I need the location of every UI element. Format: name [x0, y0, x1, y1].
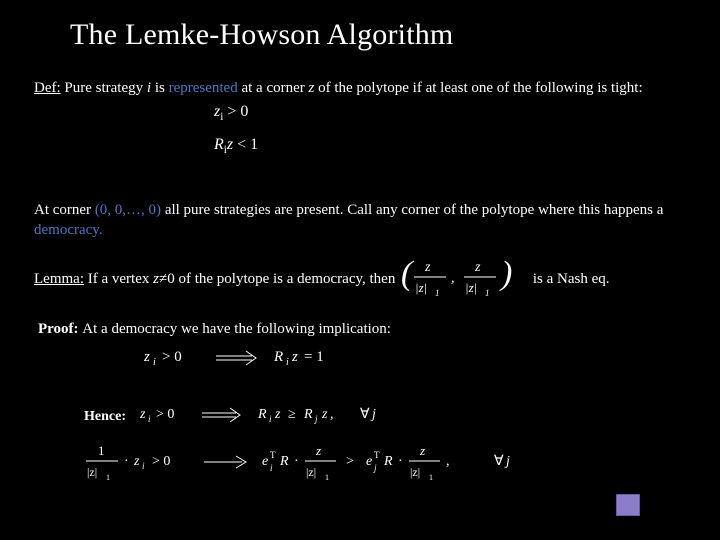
svg-text:1: 1: [435, 288, 440, 298]
svg-text:i: i: [286, 357, 289, 368]
svg-text:,: ,: [330, 407, 334, 422]
svg-text:>: >: [346, 454, 354, 469]
t2-R: R: [214, 136, 224, 153]
proof-text: At a democracy we have the following imp…: [82, 321, 391, 337]
lemma-neq: ≠0: [159, 271, 175, 287]
proof-impl-svg: z i > 0 R i z = 1: [144, 344, 424, 370]
svg-text:z: z: [424, 260, 431, 275]
svg-text:> 0: > 0: [152, 454, 170, 469]
svg-text:z: z: [291, 349, 298, 365]
p-mid: all pure strategies are present. Call an…: [161, 202, 663, 218]
svg-text:i: i: [142, 461, 145, 471]
proof-implication: z i > 0 R i z = 1: [144, 344, 686, 375]
svg-text:≥: ≥: [288, 407, 296, 422]
qed-box: [616, 494, 640, 516]
svg-text:R: R: [257, 407, 267, 422]
def-t2: is: [151, 80, 169, 96]
definition-line: Def: Pure strategy i is represented at a…: [34, 78, 686, 98]
p-at: At corner: [34, 202, 95, 218]
svg-text:j: j: [504, 454, 510, 469]
svg-text:|z|: |z|: [87, 465, 97, 479]
def-t3: at a corner: [238, 80, 309, 96]
svg-text:|z|: |z|: [465, 280, 477, 295]
lemma-t1: If a vertex: [84, 271, 153, 287]
svg-text:∀: ∀: [360, 407, 370, 422]
def-t4: of the polytope if at least one of the f…: [314, 80, 642, 96]
svg-text:1: 1: [429, 473, 433, 482]
svg-text:·: ·: [398, 454, 403, 469]
p-democracy: democracy: [34, 222, 99, 238]
hence1-svg: z i > 0 R i z ≥ R j z , ∀ j: [140, 401, 470, 427]
svg-text:i: i: [270, 463, 273, 473]
svg-text:·: ·: [294, 454, 299, 469]
svg-text:> 0: > 0: [156, 407, 174, 422]
t1-gt0: > 0: [223, 103, 248, 120]
svg-text:z: z: [274, 407, 281, 422]
svg-text:R: R: [303, 407, 313, 422]
svg-text:z: z: [133, 454, 140, 469]
lemma-t3: is a Nash eq.: [529, 271, 609, 288]
svg-text:= 1: = 1: [304, 349, 324, 365]
svg-text:z: z: [474, 260, 481, 275]
svg-text:1: 1: [106, 473, 110, 482]
svg-text:R: R: [279, 454, 289, 469]
svg-text:(: (: [401, 255, 415, 292]
svg-text:z: z: [419, 443, 425, 458]
tight-conditions: zi > 0 Riz < 1: [214, 102, 686, 158]
svg-text:|z|: |z|: [410, 465, 420, 479]
hence-row2: 1 |z| 1 · z i > 0 e T i R · z |z| 1 > e …: [84, 438, 686, 491]
svg-text:R: R: [383, 454, 393, 469]
hence-label: Hence:: [84, 409, 126, 424]
def-t1: Pure strategy: [61, 80, 147, 96]
svg-text:|z|: |z|: [415, 280, 427, 295]
svg-text:R: R: [273, 349, 283, 365]
svg-text:> 0: > 0: [162, 349, 182, 365]
svg-text:1: 1: [325, 473, 329, 482]
p-dot: .: [99, 222, 103, 238]
svg-text:,: ,: [451, 271, 455, 286]
lemma-pair: ( z |z| 1 , z |z| 1 ): [399, 254, 521, 305]
pair-svg: ( z |z| 1 , z |z| 1 ): [399, 254, 521, 300]
lemma-label: Lemma:: [34, 271, 84, 287]
proof-label: Proof:: [38, 321, 82, 337]
svg-text:T: T: [270, 450, 276, 460]
svg-text:·: ·: [124, 454, 129, 469]
hence-row: Hence: z i > 0 R i z ≥ R j z , ∀ j: [84, 401, 686, 432]
svg-text:i: i: [148, 414, 151, 424]
svg-text:i: i: [153, 357, 156, 368]
p-origin: (0, 0,…, 0): [95, 202, 161, 218]
def-represented: represented: [169, 80, 238, 96]
svg-text:i: i: [269, 414, 272, 424]
svg-text:z: z: [321, 407, 328, 422]
svg-text:|z|: |z|: [306, 465, 316, 479]
lemma-t2: of the polytope is a democracy, then: [175, 271, 399, 287]
t2-lt1: < 1: [233, 136, 258, 153]
tight-cond-2: Riz < 1: [214, 135, 686, 158]
svg-text:1: 1: [485, 288, 490, 298]
hence-math1: z i > 0 R i z ≥ R j z , ∀ j: [140, 401, 470, 432]
svg-text:e: e: [366, 454, 372, 469]
slide: The Lemke-Howson Algorithm Def: Pure str…: [0, 0, 720, 540]
tight-cond-1: zi > 0: [214, 102, 686, 125]
svg-text:T: T: [374, 450, 380, 460]
lemma-left: Lemma: If a vertex z≠0 of the polytope i…: [34, 271, 399, 288]
svg-text:z: z: [315, 443, 321, 458]
svg-text:∀: ∀: [494, 454, 504, 469]
democracy-paragraph: At corner (0, 0,…, 0) all pure strategie…: [34, 200, 686, 241]
svg-text:j: j: [314, 414, 318, 424]
svg-text:,: ,: [446, 454, 450, 469]
svg-text:z: z: [144, 349, 150, 365]
lemma-row: Lemma: If a vertex z ≠0 of the polytope i…: [34, 254, 686, 305]
svg-text:e: e: [262, 454, 268, 469]
hence2-svg: 1 |z| 1 · z i > 0 e T i R · z |z| 1 > e …: [84, 438, 624, 486]
proof-line: Proof: At a democracy we have the follow…: [38, 321, 686, 338]
svg-text:): ): [499, 255, 512, 292]
svg-text:j: j: [373, 463, 377, 473]
page-title: The Lemke-Howson Algorithm: [70, 18, 686, 52]
svg-text:z: z: [140, 407, 146, 422]
def-label: Def:: [34, 80, 61, 96]
svg-text:1: 1: [98, 443, 105, 458]
svg-text:j: j: [370, 407, 376, 422]
